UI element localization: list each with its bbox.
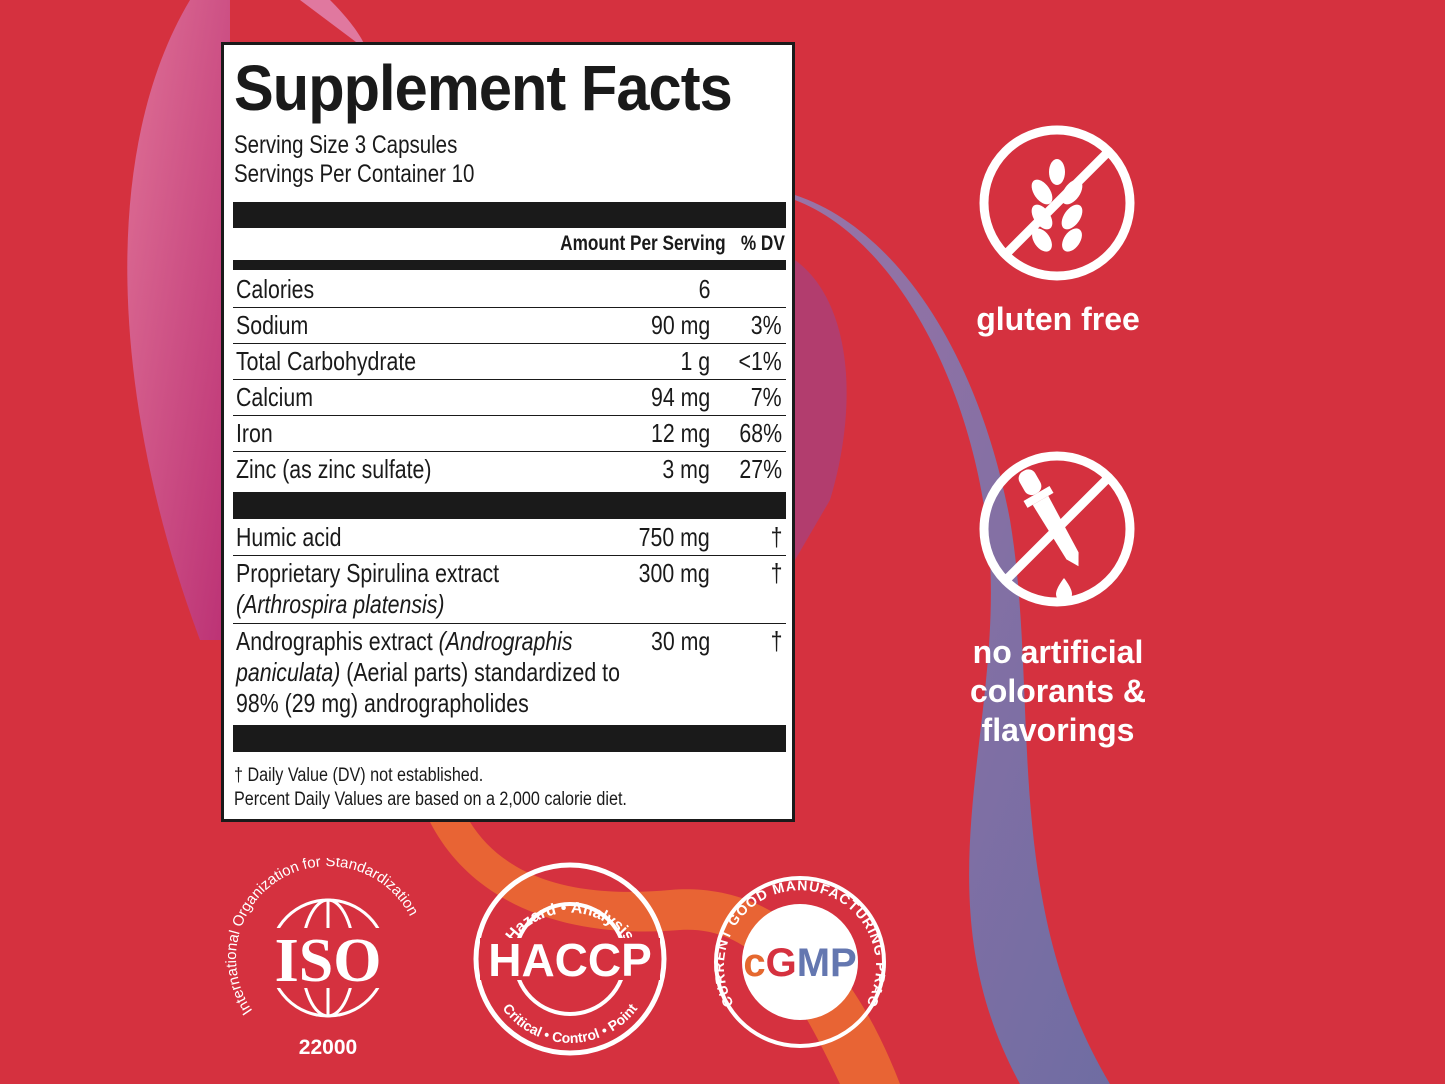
- nutrient-dv: 3%: [751, 310, 782, 340]
- nutrient-name: Calories: [236, 274, 315, 304]
- panel-title: Supplement Facts: [234, 52, 733, 124]
- ingredient-amount: 300 mg: [638, 558, 710, 588]
- divider-bar: [233, 725, 786, 752]
- nutrient-name: Iron: [236, 418, 273, 448]
- nutrient-name: Sodium: [236, 310, 309, 340]
- ingredient-row: Proprietary Spirulina extract (Arthrospir…: [233, 556, 786, 624]
- nutrient-row: Calcium 94 mg 7%: [233, 380, 786, 416]
- iso-logo-text: ISO: [275, 927, 382, 995]
- dv-header: % DV: [740, 232, 785, 255]
- divider-bar: [233, 492, 786, 519]
- iso-number: 22000: [299, 1036, 357, 1059]
- claim-line: no artificial: [972, 634, 1144, 670]
- ingredient-row: Andrographis extract (Andrographis panic…: [233, 624, 786, 724]
- ingredient-dv: †: [770, 522, 782, 552]
- ingredient-name-main: Andrographis extract: [236, 626, 439, 656]
- nutrient-name: Calcium: [236, 382, 314, 412]
- ingredient-latin-name: (Arthrospira platensis): [236, 589, 445, 619]
- nutrient-name: Total Carbohydrate: [236, 346, 417, 376]
- cgmp-g: G: [766, 941, 797, 985]
- divider-bar: [233, 260, 786, 270]
- ingredient-dv: †: [770, 626, 782, 656]
- nutrient-dv: 27%: [739, 454, 782, 484]
- gluten-free-label: gluten free: [976, 301, 1140, 337]
- nutrient-amount: 90 mg: [650, 310, 710, 340]
- ingredient-latin-name: (Andrographis paniculata): [236, 626, 573, 687]
- servings-per-container: Servings Per Container 10: [234, 160, 475, 188]
- ingredient-dv: †: [770, 558, 782, 588]
- divider-bar: [233, 202, 786, 228]
- haccp-logo-text: HACCP: [488, 934, 652, 986]
- iso-22000-badge: International Organization for Standardi…: [223, 858, 422, 1059]
- nutrient-dv: 7%: [751, 382, 782, 412]
- cgmp-badge: CURRENT GOOD MANUFACTURING PRACTICE cGMP: [712, 874, 888, 1048]
- nutrient-amount: 94 mg: [650, 382, 710, 412]
- ingredient-name: Proprietary Spirulina extract (Arthrospir…: [236, 558, 499, 620]
- claim-line: flavorings: [981, 712, 1135, 748]
- supplement-facts-panel: Supplement Facts Serving Size 3 Capsules…: [221, 42, 795, 822]
- ingredient-name: Andrographis extract (Andrographis panic…: [236, 626, 646, 719]
- haccp-badge: Hazard • Analysis Critical • Control • P…: [473, 862, 667, 1056]
- nutrient-name: Zinc (as zinc sulfate): [236, 454, 432, 484]
- ingredient-row: Humic acid 750 mg †: [233, 520, 786, 556]
- serving-size: Serving Size 3 Capsules: [234, 131, 458, 159]
- ingredient-amount: 30 mg: [650, 626, 710, 656]
- nutrient-row: Calories 6: [233, 272, 786, 308]
- gluten-free-icon: [979, 125, 1135, 281]
- nutrient-amount: 6: [698, 274, 710, 304]
- nutrient-dv: 68%: [739, 418, 782, 448]
- nutrient-amount: 12 mg: [650, 418, 710, 448]
- nutrient-dv: <1%: [738, 346, 782, 376]
- nutrient-amount: 1 g: [680, 346, 710, 376]
- nutrient-amount: 3 mg: [662, 454, 710, 484]
- no-dropper-icon: [979, 451, 1135, 607]
- nutrient-row: Zinc (as zinc sulfate) 3 mg 27%: [233, 452, 786, 487]
- claim-line: colorants &: [969, 673, 1147, 709]
- svg-text:cGMP: cGMP: [743, 941, 856, 985]
- cgmp-mp: MP: [797, 941, 857, 985]
- footnote-calorie: Percent Daily Values are based on a 2,00…: [234, 789, 627, 810]
- nutrient-row: Total Carbohydrate 1 g <1%: [233, 344, 786, 380]
- amount-header: Amount Per Serving: [560, 232, 726, 255]
- ingredient-amount: 750 mg: [638, 522, 710, 552]
- ingredient-name-main: Proprietary Spirulina extract: [236, 558, 500, 588]
- nutrient-row: Sodium 90 mg 3%: [233, 308, 786, 344]
- ingredient-name-detail: (Aerial parts) standardized to 98% (29 m…: [236, 657, 620, 718]
- cgmp-c: c: [743, 941, 765, 985]
- nutrient-row: Iron 12 mg 68%: [233, 416, 786, 452]
- footnote-dv: † Daily Value (DV) not established.: [234, 765, 484, 786]
- no-artificial-label: no artificial colorants & flavorings: [950, 633, 1166, 750]
- ingredient-name: Humic acid: [236, 522, 342, 552]
